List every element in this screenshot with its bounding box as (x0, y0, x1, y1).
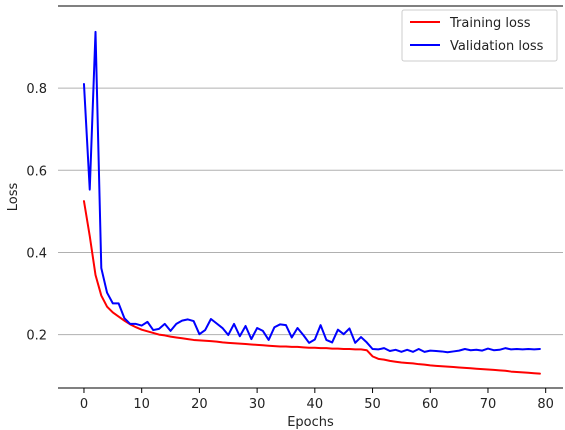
x-tick-label-3: 30 (249, 397, 266, 412)
y-tick-label-2: 0.6 (26, 164, 47, 179)
x-tick-label-0: 0 (80, 397, 88, 412)
x-axis-ticks: 0 10 20 30 40 50 60 70 80 (80, 388, 554, 412)
series-line-training-loss (82, 200, 541, 375)
y-tick-label-1: 0.4 (26, 246, 47, 261)
legend-label-training-loss: Training loss (449, 16, 531, 31)
x-axis-label: Epochs (287, 415, 334, 430)
x-tick-label-1: 10 (133, 397, 150, 412)
x-tick-label-5: 50 (364, 397, 381, 412)
y-axis-label: Loss (6, 183, 21, 212)
y-axis-ticks: 0.2 0.4 0.6 0.8 (26, 82, 47, 343)
x-tick-label-2: 20 (191, 397, 208, 412)
x-tick-label-6: 60 (422, 397, 439, 412)
y-tick-label-0: 0.2 (26, 329, 47, 344)
x-tick-label-7: 70 (480, 397, 497, 412)
legend-label-validation-loss: Validation loss (450, 39, 544, 54)
x-tick-label-4: 40 (307, 397, 324, 412)
grid-lines (58, 87, 563, 336)
x-tick-label-8: 80 (537, 397, 554, 412)
y-tick-label-3: 0.8 (26, 82, 47, 97)
series-line-validation-loss (82, 30, 541, 354)
legend: Training loss Validation loss (401, 9, 558, 62)
series-lines (82, 30, 541, 375)
legend-box (401, 9, 558, 62)
